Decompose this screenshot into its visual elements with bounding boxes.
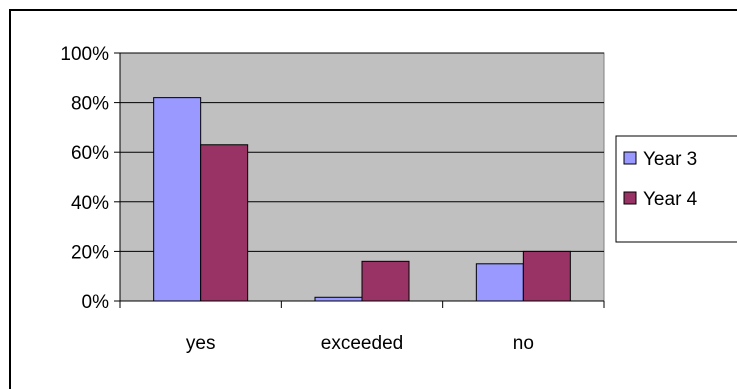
legend-label-year-3: Year 3 <box>643 149 697 170</box>
bar-year-4-exceeded <box>361 260 410 302</box>
x-tick-label-no: no <box>513 333 534 354</box>
bar-year-3-yes <box>153 97 202 302</box>
y-tick-label-20: 20% <box>71 242 109 263</box>
bar-year-3-exceeded <box>314 296 363 302</box>
bar-year-4-yes <box>200 144 249 302</box>
y-tick-label-100: 100% <box>60 44 109 65</box>
axes <box>114 52 605 308</box>
bar-year-3-no <box>475 263 524 302</box>
y-tick-labels: 0% 20% 40% 60% 80% 100% <box>60 44 109 313</box>
y-tick-label-0: 0% <box>82 292 110 313</box>
legend-swatch-year-4 <box>623 191 637 205</box>
chart-frame <box>9 9 737 389</box>
x-tick-labels: yes exceeded no <box>186 333 534 354</box>
legend-label-year-4: Year 4 <box>643 189 698 210</box>
bars <box>153 97 571 302</box>
y-tick-label-60: 60% <box>71 143 109 164</box>
x-tick-label-yes: yes <box>186 333 216 354</box>
legend-swatch-year-3 <box>623 151 637 165</box>
y-tick-label-80: 80% <box>71 94 109 115</box>
bar-chart: 0%20%40%60%80%100% yes exceeded no Year 3Y… <box>60 44 737 354</box>
bar-year-4-no <box>522 250 571 302</box>
legend: Year 3 Year 4 <box>615 135 737 243</box>
y-tick-label-40: 40% <box>71 193 109 214</box>
x-tick-label-exceeded: exceeded <box>321 333 403 354</box>
